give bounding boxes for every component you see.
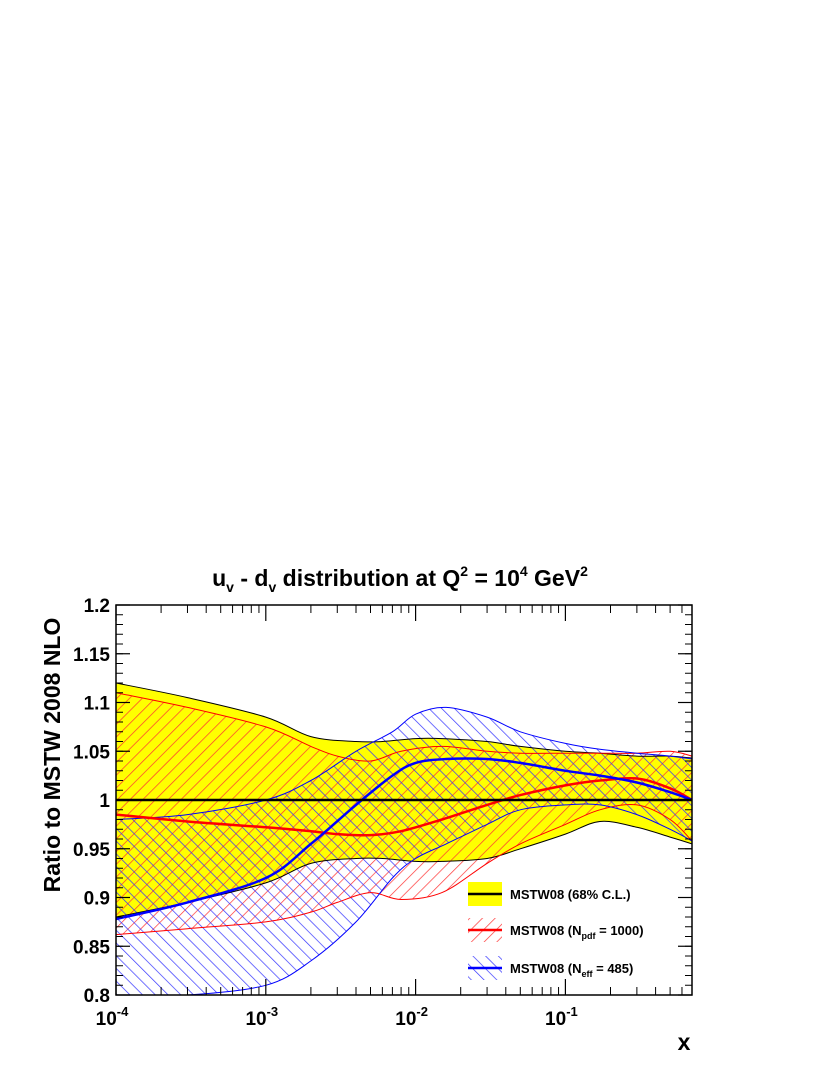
legend-label-neff: MSTW08 (Neff = 485): [510, 961, 633, 979]
band-lower-edge-neff: [116, 803, 692, 995]
central-line-npdf: [116, 776, 692, 837]
y-tick-label: 1.05: [73, 742, 110, 763]
x-tick-label: 10-4: [96, 1004, 129, 1030]
y-tick-label: 1.1: [84, 694, 111, 715]
legend-label-npdf: MSTW08 (Npdf = 1000): [510, 923, 644, 941]
band-lower-edge-npdf: [116, 804, 692, 936]
y-tick-label: 0.9: [84, 889, 110, 910]
legend-item-npdf: MSTW08 (Npdf = 1000): [468, 918, 644, 942]
band-upper-edge-npdf: [116, 692, 692, 762]
y-tick-label: 1.2: [84, 596, 110, 617]
legend-label-cl68: MSTW08 (68% C.L.): [510, 887, 631, 902]
legend: MSTW08 (68% C.L.) MSTW08 (Npdf = 1000) M…: [468, 882, 644, 980]
x-axis-label: x: [678, 1029, 691, 1055]
legend-item-neff: MSTW08 (Neff = 485): [468, 956, 633, 980]
chart-title: uv - dv distribution at Q2 = 104 GeV2: [212, 563, 588, 595]
central-line-neff: [116, 757, 692, 921]
plot-area: [116, 682, 692, 995]
legend-item-cl68: MSTW08 (68% C.L.): [468, 882, 631, 906]
x-tick-label: 10-2: [395, 1004, 428, 1030]
band-lower-edge-cl68: [116, 820, 692, 918]
x-tick-label: 10-3: [245, 1004, 278, 1030]
x-tick-label: 10-1: [545, 1004, 578, 1030]
y-tick-label: 0.8: [84, 986, 110, 1007]
band-upper-edge-neff: [116, 706, 692, 820]
y-tick-label: 1: [99, 791, 110, 812]
y-tick-label: 1.15: [73, 645, 110, 666]
y-axis-label: Ratio to MSTW 2008 NLO: [39, 618, 65, 893]
y-tick-label: 0.95: [73, 840, 110, 861]
y-tick-label: 0.85: [73, 937, 110, 958]
axes: 0.8 0.85 0.9 0.95 1 1.05 1.1 1.15 1.2 10-4 10-3 10-…: [73, 596, 693, 1030]
band-upper-edge-cl68: [116, 682, 692, 759]
